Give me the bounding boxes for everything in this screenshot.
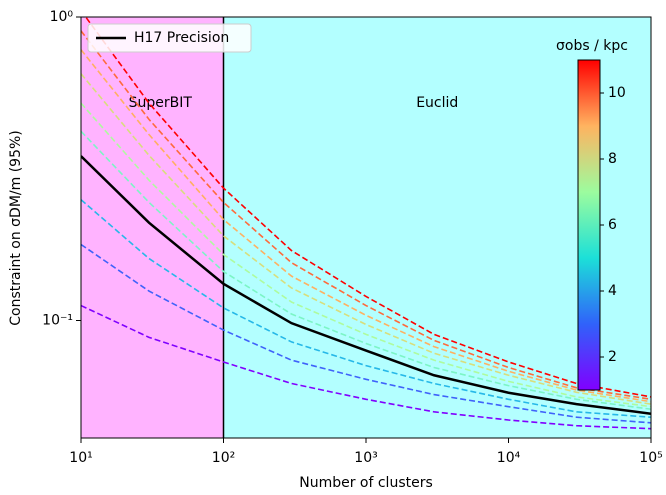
colorbar-tick-label: 8 xyxy=(608,151,617,167)
y-tick-label: 10⁰ xyxy=(50,9,74,25)
y-axis-label: Constraint on σDM/m (95%) xyxy=(8,130,24,326)
colorbar-tick-label: 6 xyxy=(608,217,617,233)
x-tick-label: 10⁴ xyxy=(497,450,521,466)
colorbar xyxy=(577,59,601,391)
plot-area: SuperBIT Euclid xyxy=(81,17,651,438)
region-label: Euclid xyxy=(416,95,458,111)
series-line xyxy=(81,243,651,424)
series-line xyxy=(81,199,651,419)
series-line xyxy=(81,155,651,415)
series-line xyxy=(81,102,651,408)
x-tick-label: 10³ xyxy=(354,450,377,466)
x-axis-label: Number of clusters xyxy=(299,475,433,491)
colorbar-tick-label: 2 xyxy=(608,349,617,365)
series-line xyxy=(81,49,651,403)
series-line xyxy=(81,130,651,411)
colorbar-title: σobs / kpc xyxy=(556,38,628,54)
region-label: SuperBIT xyxy=(129,95,193,111)
series-line xyxy=(81,30,651,401)
series-line xyxy=(81,304,651,430)
x-tick-label: 10⁵ xyxy=(639,450,662,466)
series-line xyxy=(84,17,651,398)
legend-label: H17 Precision xyxy=(134,30,229,46)
colorbar-tick-label: 10 xyxy=(608,85,626,101)
x-tick-label: 10¹ xyxy=(69,450,92,466)
region xyxy=(81,17,224,438)
colorbar-tick-label: 4 xyxy=(608,283,617,299)
legend-box xyxy=(87,23,252,53)
y-tick-label: 10⁻¹ xyxy=(42,312,73,328)
x-tick-label: 10² xyxy=(212,450,235,466)
